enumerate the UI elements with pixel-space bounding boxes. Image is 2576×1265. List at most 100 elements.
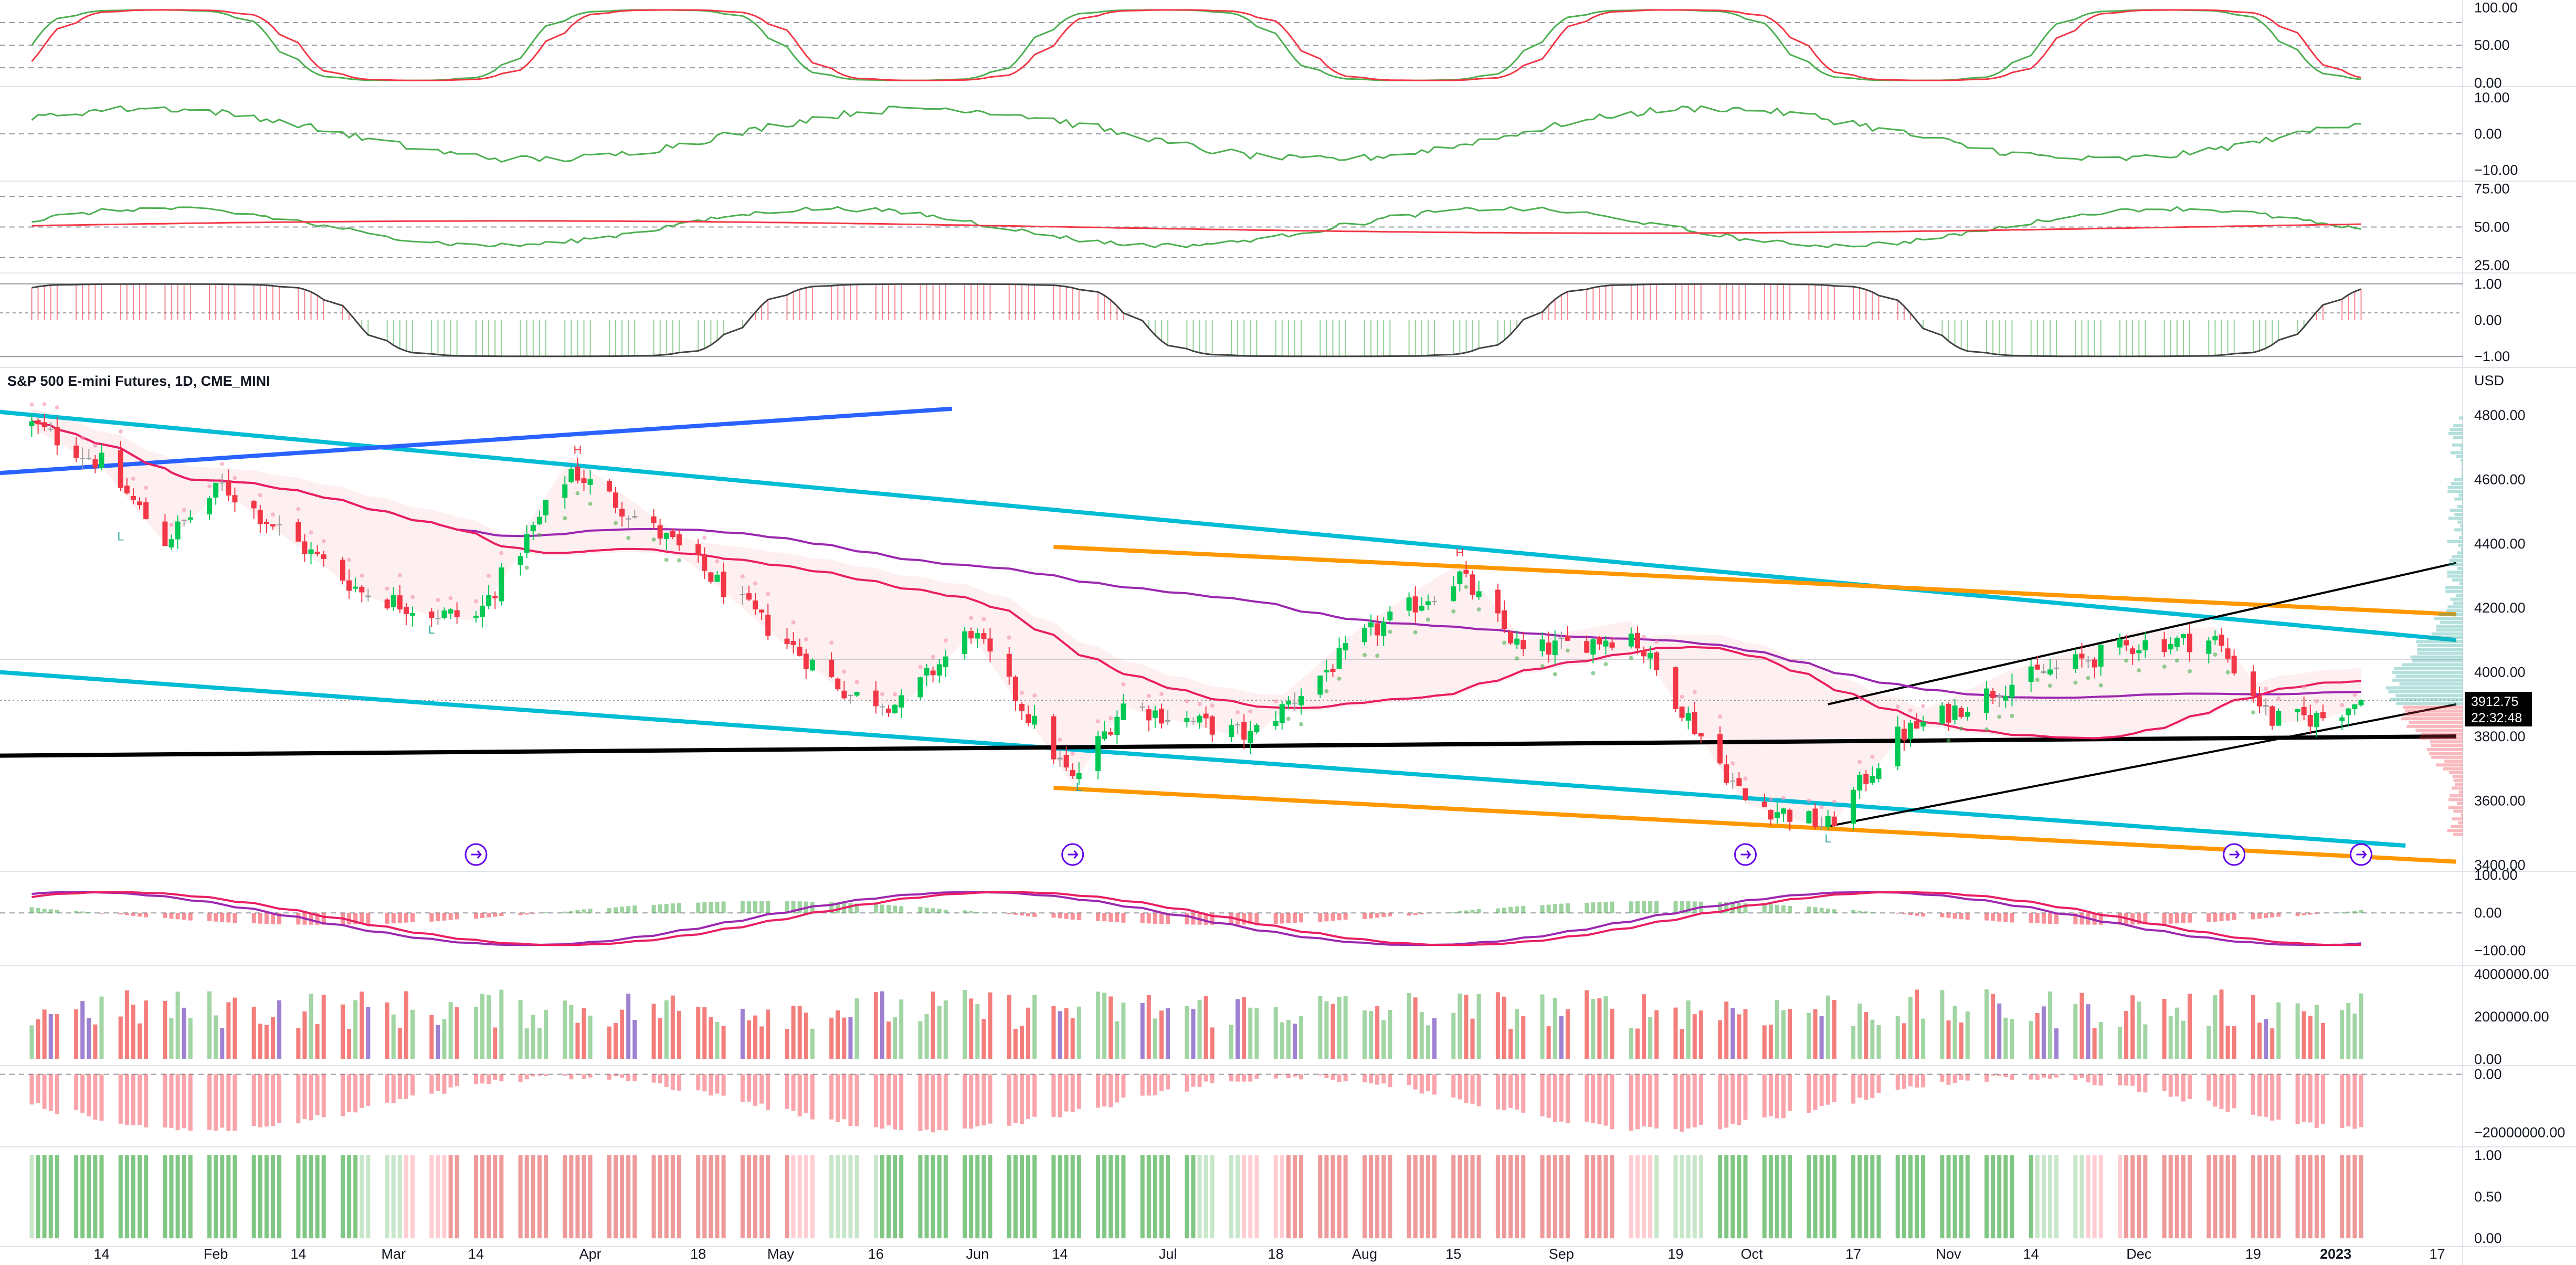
candle-body bbox=[1317, 676, 1323, 695]
macd-histogram-bar bbox=[1254, 913, 1259, 924]
macd-histogram-bar bbox=[1591, 902, 1596, 913]
candle-body bbox=[1603, 640, 1609, 647]
delta-bar bbox=[1997, 1074, 2002, 1076]
volume-bar bbox=[1146, 995, 1151, 1059]
regime-bar bbox=[607, 1155, 611, 1239]
macd-histogram-bar bbox=[1146, 913, 1151, 924]
macd-histogram-bar bbox=[1762, 903, 1767, 913]
delta-bar bbox=[785, 1074, 789, 1109]
rsi-pane[interactable] bbox=[0, 196, 2463, 258]
volume-pane[interactable] bbox=[29, 989, 2363, 1059]
delta-pane[interactable] bbox=[0, 1073, 2463, 1133]
ma-short-line bbox=[31, 420, 2361, 740]
candle-body bbox=[454, 610, 460, 617]
candle-body bbox=[1279, 704, 1285, 723]
macd-histogram-bar bbox=[360, 913, 364, 924]
volume-bar bbox=[918, 1021, 923, 1059]
delta-bar bbox=[1864, 1074, 1868, 1100]
candle-body bbox=[1273, 721, 1279, 726]
regime-bar bbox=[404, 1155, 408, 1239]
regime-bar bbox=[1502, 1155, 1506, 1239]
indicator-line bbox=[31, 9, 2361, 81]
candle-body bbox=[1158, 709, 1164, 724]
macd-histogram-bar bbox=[1991, 913, 1996, 921]
macd-histogram-bar bbox=[931, 908, 935, 913]
delta-bar bbox=[1813, 1074, 1818, 1110]
candle-body bbox=[1457, 571, 1463, 584]
delta-bar bbox=[309, 1074, 313, 1121]
candle-body bbox=[1914, 721, 1920, 729]
regime-bar bbox=[448, 1155, 453, 1239]
volume-bar bbox=[1851, 1026, 1856, 1059]
delta-bar bbox=[1940, 1074, 1945, 1082]
candle-body bbox=[359, 586, 365, 593]
macd-histogram-bar bbox=[1629, 901, 1633, 913]
delta-bar bbox=[1203, 1074, 1208, 1082]
candle-body bbox=[1431, 601, 1437, 603]
volume-bar bbox=[321, 995, 326, 1059]
sar-dot bbox=[2251, 710, 2255, 715]
time-axis-label: 19 bbox=[1667, 1246, 1683, 1262]
macd-histogram-bar bbox=[963, 910, 967, 913]
volume-profile-bar bbox=[2453, 809, 2463, 813]
candle-body bbox=[613, 492, 618, 508]
delta-bar bbox=[1908, 1074, 1913, 1087]
momentum-pane[interactable] bbox=[0, 105, 2463, 163]
regime-bar bbox=[2314, 1155, 2319, 1239]
delta-bar bbox=[632, 1074, 637, 1081]
price-axis[interactable]: 4800.004600.004400.004200.004000.003800.… bbox=[2474, 0, 2565, 1246]
delta-bar bbox=[2174, 1074, 2179, 1097]
oscillator-pane[interactable] bbox=[0, 283, 2463, 357]
delta-bar bbox=[721, 1074, 726, 1096]
volume-bar bbox=[2181, 1020, 2186, 1059]
regime-bar bbox=[1997, 1155, 2002, 1239]
sar-dot bbox=[1476, 607, 1481, 612]
regime-bar bbox=[575, 1155, 580, 1239]
event-arrow-icon bbox=[1068, 850, 1079, 859]
macd-histogram-bar bbox=[943, 909, 948, 913]
volume-profile-bar bbox=[2461, 813, 2463, 817]
candle-body bbox=[1375, 623, 1380, 636]
macd-histogram-bar bbox=[2276, 913, 2281, 917]
regime-bar bbox=[1064, 1155, 1069, 1239]
regime-bar bbox=[1515, 1155, 1519, 1239]
macd-pane[interactable] bbox=[0, 891, 2463, 946]
volume-profile-bar bbox=[2450, 428, 2463, 431]
delta-bar bbox=[842, 1074, 847, 1120]
delta-bar bbox=[1026, 1074, 1031, 1119]
regime-pane[interactable] bbox=[29, 1155, 2363, 1239]
regime-bar bbox=[937, 1155, 942, 1239]
delta-bar bbox=[1876, 1074, 1881, 1093]
volume-profile-bar bbox=[2453, 832, 2463, 836]
stochastic-pane[interactable] bbox=[0, 9, 2463, 81]
volume-bar bbox=[1375, 1006, 1380, 1059]
delta-bar bbox=[2346, 1074, 2351, 1126]
regime-bar bbox=[1870, 1155, 1875, 1239]
volume-bar bbox=[93, 1024, 98, 1059]
macd-histogram-bar bbox=[1273, 913, 1278, 924]
sar-dot bbox=[677, 558, 681, 563]
volume-bar bbox=[854, 998, 859, 1059]
macd-histogram-bar bbox=[791, 901, 796, 913]
time-axis[interactable]: 14 Feb 14 Mar 14 Apr 18 May 16 Jun 14 Jul 18 Aug 15 Sep… bbox=[93, 1246, 2445, 1262]
regime-bar bbox=[1369, 1155, 1374, 1239]
macd-histogram-bar bbox=[1724, 902, 1729, 913]
macd-histogram-bar bbox=[2003, 913, 2008, 922]
volume-bar bbox=[1381, 1020, 1386, 1059]
macd-histogram-bar bbox=[2117, 913, 2122, 925]
sar-dot bbox=[2098, 683, 2103, 688]
candle-body bbox=[2339, 717, 2345, 721]
candle-body bbox=[1717, 734, 1723, 764]
volume-profile-bar bbox=[2453, 436, 2463, 439]
regime-bar bbox=[1902, 1155, 1906, 1239]
candle-body bbox=[619, 509, 625, 517]
candle-body bbox=[137, 501, 143, 505]
volume-profile-bar bbox=[2457, 821, 2463, 825]
axis-tick-label: −100.00 bbox=[2474, 943, 2526, 958]
sar-dot bbox=[1451, 609, 1456, 614]
candle-body bbox=[1679, 707, 1685, 718]
regime-bar bbox=[2219, 1155, 2224, 1239]
indicator-line bbox=[31, 206, 2361, 248]
